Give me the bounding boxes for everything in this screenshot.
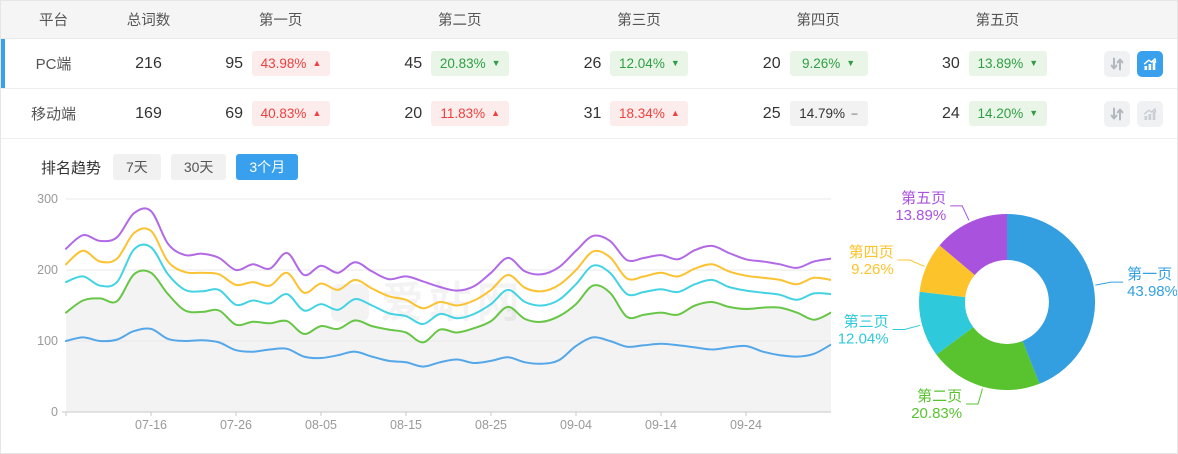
sort-arrows-icon [1110, 57, 1124, 70]
trend-arrow-icon: ▲ [670, 108, 680, 118]
table-row-pc[interactable]: PC端 216 95 43.98% ▲ 45 20.83% ▼ 26 12.04% ▼… [1, 39, 1177, 89]
svg-text:爱站网: 爱站网 [381, 279, 525, 326]
page1-cell: 69 40.83% ▲ [191, 101, 370, 126]
trend-title: 排名趋势 [41, 159, 102, 177]
svg-text:08-25: 08-25 [475, 418, 507, 432]
total-words-value: 169 [135, 104, 162, 122]
col-page-3: 第三页 [617, 13, 661, 29]
page1-count: 95 [225, 54, 243, 72]
sort-arrows-icon [1110, 107, 1124, 120]
page3-count: 31 [583, 104, 602, 122]
svg-text:43.98%: 43.98% [1127, 283, 1178, 300]
trend-arrow-icon: ▼ [491, 58, 501, 68]
page3-change-badge: 18.34% ▲ [610, 101, 689, 126]
svg-text:12.04%: 12.04% [838, 331, 889, 348]
page1-change-badge: 40.83% ▲ [252, 101, 330, 126]
total-words-value: 216 [135, 54, 162, 72]
page3-change-badge: 12.04% ▼ [610, 51, 689, 76]
svg-text:0: 0 [51, 405, 58, 419]
svg-text:09-04: 09-04 [560, 418, 592, 432]
page4-cell: 20 9.26% ▼ [729, 51, 908, 76]
svg-text:13.89%: 13.89% [895, 207, 946, 224]
row-actions [1087, 100, 1177, 127]
charts-area: 07-16 07-26 08-05 08-15 08-25 09-04 09-14 09-24… [1, 189, 1178, 445]
page3-cell: 26 12.04% ▼ [549, 51, 728, 76]
bar-chart-trend-icon [1143, 107, 1157, 120]
tab-7-days[interactable]: 7天 [113, 154, 161, 180]
page4-change-badge: 14.79% − [789, 101, 868, 126]
col-platform: 平台 [39, 13, 68, 29]
page2-cell: 45 20.83% ▼ [370, 51, 549, 76]
page3-cell: 31 18.34% ▲ [549, 101, 728, 126]
trend-line-chart: 07-16 07-26 08-05 08-15 08-25 09-04 09-14 09-24… [37, 192, 832, 432]
tab-30-days[interactable]: 30天 [170, 154, 227, 180]
page5-cell: 24 14.20% ▼ [908, 101, 1087, 126]
trend-arrow-icon: ▲ [312, 58, 322, 68]
sort-button[interactable] [1103, 100, 1130, 127]
page4-count: 25 [762, 104, 781, 122]
svg-text:08-15: 08-15 [390, 418, 422, 432]
svg-text:第二页: 第二页 [917, 387, 962, 405]
trend-arrow-icon: ▼ [1029, 58, 1039, 68]
rank-table-header: 平台 总词数 第一页 第二页 第三页 第四页 第五页 [1, 1, 1177, 39]
trend-arrow-icon: ▼ [846, 58, 856, 68]
trend-arrow-icon: − [850, 106, 858, 121]
svg-text:09-24: 09-24 [730, 418, 762, 432]
page5-count: 30 [942, 54, 960, 72]
trend-line-chart-wrap: 07-16 07-26 08-05 08-15 08-25 09-04 09-14 09-24… [1, 190, 832, 443]
trend-arrow-icon: ▲ [491, 108, 501, 118]
page1-cell: 95 43.98% ▲ [191, 51, 370, 76]
page4-cell: 25 14.79% − [729, 101, 908, 126]
trend-chart-button[interactable] [1136, 100, 1163, 127]
col-page-5: 第五页 [975, 13, 1020, 29]
svg-text:08-05: 08-05 [305, 418, 337, 432]
page2-count: 20 [404, 104, 423, 122]
col-page-4: 第四页 [796, 13, 840, 29]
col-page-1: 第一页 [258, 13, 303, 29]
svg-text:9.26%: 9.26% [851, 261, 894, 278]
page2-count: 45 [404, 54, 423, 72]
page5-change-badge: 13.89% ▼ [968, 51, 1047, 76]
page3-count: 26 [583, 54, 602, 72]
tab-3-months[interactable]: 3个月 [236, 154, 299, 180]
bar-chart-trend-icon [1143, 57, 1157, 70]
col-total-words: 总词数 [126, 13, 171, 29]
svg-text:07-26: 07-26 [220, 418, 252, 432]
svg-text:20.83%: 20.83% [911, 405, 962, 422]
svg-text:第一页: 第一页 [1127, 265, 1172, 283]
svg-text:第四页: 第四页 [849, 243, 894, 261]
page4-count: 20 [762, 54, 781, 72]
svg-text:100: 100 [37, 334, 58, 348]
trend-chart-button[interactable] [1136, 50, 1163, 77]
page4-change-badge: 9.26% ▼ [789, 51, 868, 76]
platform-label: 移动端 [30, 106, 76, 123]
svg-text:07-16: 07-16 [135, 418, 167, 432]
page2-cell: 20 11.83% ▲ [370, 101, 549, 126]
row-actions [1087, 50, 1177, 77]
page2-change-badge: 11.83% ▲ [431, 101, 510, 126]
page5-change-badge: 14.20% ▼ [968, 101, 1047, 126]
trend-header: 排名趋势 7天 30天 3个月 [1, 139, 1177, 190]
trend-arrow-icon: ▼ [670, 58, 680, 68]
svg-text:第五页: 第五页 [901, 190, 946, 207]
svg-text:09-14: 09-14 [645, 418, 677, 432]
page2-change-badge: 20.83% ▼ [431, 51, 510, 76]
page5-count: 24 [942, 104, 960, 122]
svg-text:300: 300 [37, 192, 58, 206]
page5-cell: 30 13.89% ▼ [908, 51, 1087, 76]
svg-text:第三页: 第三页 [844, 313, 889, 331]
sort-button[interactable] [1103, 50, 1130, 77]
page1-change-badge: 43.98% ▲ [252, 51, 330, 76]
trend-arrow-icon: ▼ [1029, 108, 1039, 118]
page-distribution-wrap: 第一页 43.98% 第二页 20.83% 第三页 12.04% 第四页 9.26% 第五页 13… [831, 189, 1178, 445]
table-row-mobile[interactable]: 移动端 169 69 40.83% ▲ 20 11.83% ▲ 31 18.34% ▲… [1, 89, 1177, 139]
platform-label: PC端 [35, 56, 72, 73]
trend-arrow-icon: ▲ [312, 108, 322, 118]
page1-count: 69 [225, 104, 243, 122]
svg-text:200: 200 [37, 263, 58, 277]
col-page-2: 第二页 [438, 13, 482, 29]
